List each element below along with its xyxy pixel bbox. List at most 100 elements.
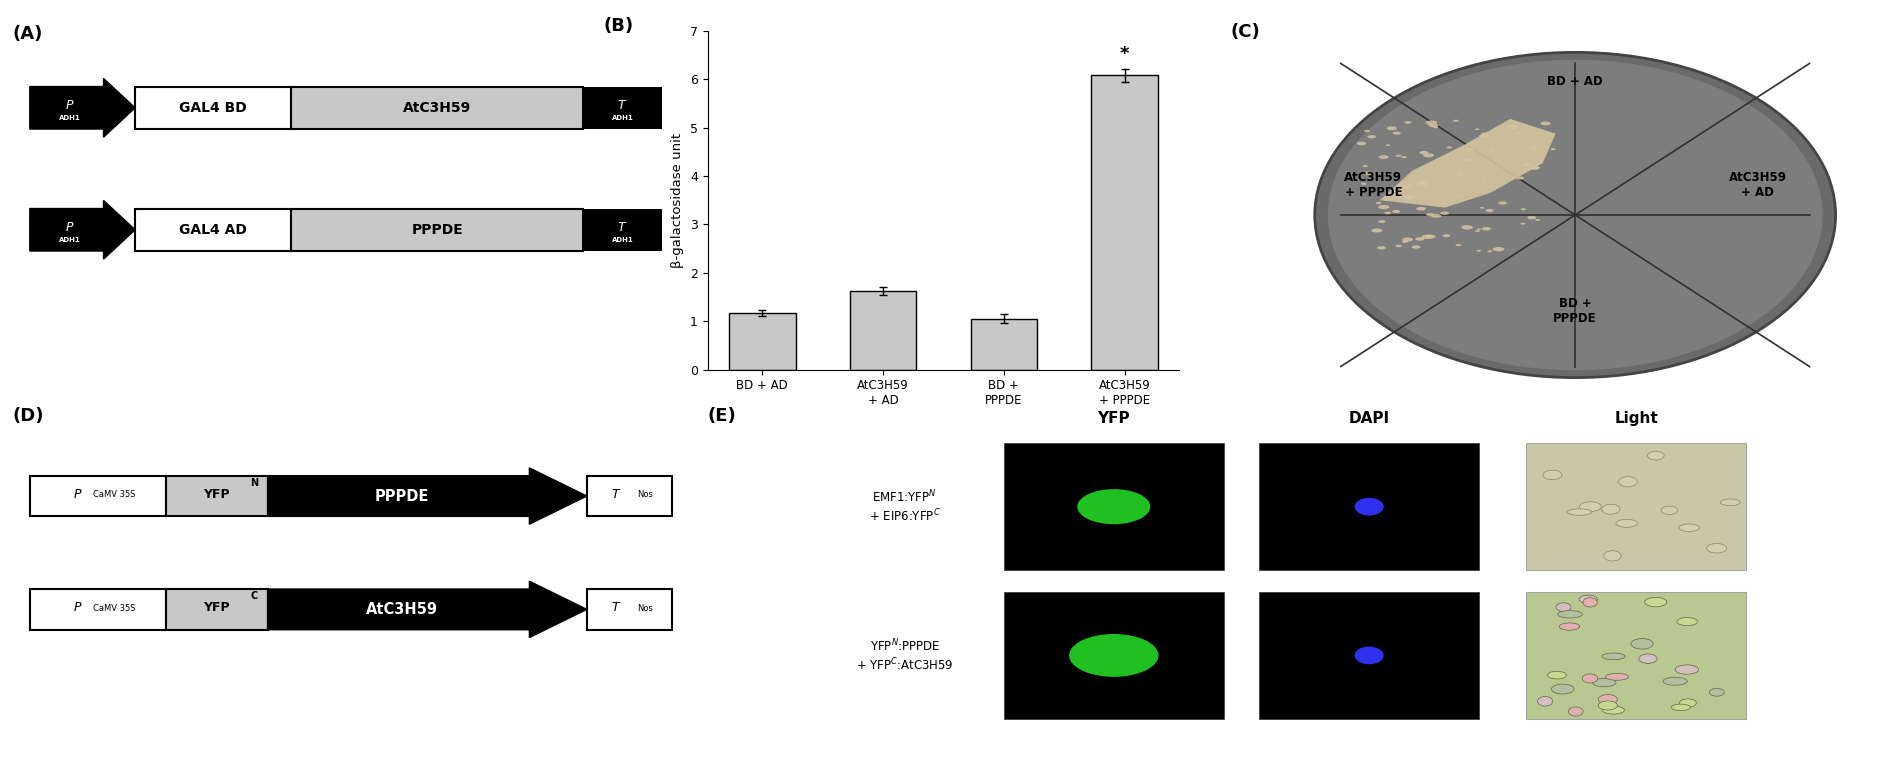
Ellipse shape	[1479, 134, 1489, 138]
Ellipse shape	[1679, 699, 1696, 707]
Ellipse shape	[1421, 235, 1432, 239]
Ellipse shape	[1402, 156, 1408, 159]
Ellipse shape	[1379, 156, 1389, 159]
Ellipse shape	[1364, 130, 1370, 132]
Ellipse shape	[1547, 671, 1566, 679]
Ellipse shape	[1568, 707, 1583, 716]
Text: $\mathit{P}$: $\mathit{P}$	[64, 222, 75, 234]
Ellipse shape	[1415, 237, 1425, 241]
Ellipse shape	[1368, 135, 1376, 139]
Text: DAPI: DAPI	[1349, 411, 1389, 426]
Text: GAL4 AD: GAL4 AD	[179, 223, 247, 236]
Ellipse shape	[1387, 126, 1396, 130]
Text: $\mathit{T}$: $\mathit{T}$	[611, 487, 623, 501]
Ellipse shape	[1536, 219, 1540, 221]
Ellipse shape	[1523, 163, 1530, 166]
Ellipse shape	[1485, 209, 1495, 212]
Text: $\mathit{P}$: $\mathit{P}$	[72, 601, 83, 614]
Ellipse shape	[1515, 132, 1521, 134]
Ellipse shape	[1706, 544, 1727, 553]
Ellipse shape	[1459, 172, 1462, 174]
Ellipse shape	[1425, 235, 1436, 239]
Ellipse shape	[1070, 634, 1159, 677]
Ellipse shape	[1527, 216, 1536, 219]
Ellipse shape	[1583, 598, 1596, 607]
Ellipse shape	[1521, 223, 1525, 225]
Bar	[166, 476, 268, 517]
Text: PPPDE: PPPDE	[411, 223, 464, 236]
Ellipse shape	[1530, 166, 1540, 170]
Ellipse shape	[1672, 704, 1691, 711]
Ellipse shape	[1602, 504, 1619, 514]
Ellipse shape	[1404, 121, 1411, 124]
Text: ADH1: ADH1	[611, 236, 634, 243]
Ellipse shape	[1721, 499, 1740, 506]
Ellipse shape	[1357, 142, 1366, 146]
Ellipse shape	[1476, 230, 1479, 232]
Ellipse shape	[1710, 688, 1725, 696]
Ellipse shape	[1678, 618, 1698, 625]
Bar	[291, 86, 583, 129]
Ellipse shape	[1328, 60, 1823, 370]
Bar	[1259, 443, 1479, 571]
Bar	[136, 209, 291, 251]
Ellipse shape	[1428, 124, 1438, 127]
Ellipse shape	[1455, 244, 1462, 246]
Bar	[1091, 75, 1159, 370]
Ellipse shape	[1411, 246, 1421, 249]
Ellipse shape	[1604, 551, 1621, 561]
Ellipse shape	[1519, 136, 1523, 138]
Text: $\mathit{T}$: $\mathit{T}$	[611, 601, 623, 614]
Ellipse shape	[1602, 653, 1625, 660]
Text: (B): (B)	[604, 17, 634, 35]
Bar	[30, 476, 166, 517]
Bar	[1259, 591, 1479, 719]
Bar	[1527, 443, 1745, 571]
Bar	[136, 86, 291, 129]
Ellipse shape	[1394, 155, 1402, 157]
Ellipse shape	[1447, 146, 1453, 149]
Polygon shape	[268, 468, 587, 524]
Ellipse shape	[1406, 185, 1413, 187]
Ellipse shape	[1551, 148, 1555, 150]
Ellipse shape	[1378, 220, 1385, 223]
Ellipse shape	[1479, 207, 1485, 209]
Ellipse shape	[1372, 229, 1383, 233]
Ellipse shape	[1645, 598, 1666, 607]
Text: (C): (C)	[1230, 23, 1261, 41]
Ellipse shape	[1579, 595, 1598, 604]
Ellipse shape	[1417, 182, 1427, 186]
Bar	[849, 291, 917, 370]
Ellipse shape	[1355, 647, 1383, 665]
Ellipse shape	[1461, 225, 1474, 229]
Bar	[166, 589, 268, 630]
Text: ADH1: ADH1	[611, 115, 634, 121]
Ellipse shape	[1638, 654, 1657, 664]
Ellipse shape	[1557, 603, 1572, 611]
Bar	[587, 589, 672, 630]
Ellipse shape	[1430, 214, 1442, 218]
Ellipse shape	[1419, 151, 1428, 154]
Text: Nos: Nos	[636, 490, 653, 500]
Ellipse shape	[1676, 665, 1698, 675]
Bar	[30, 589, 166, 630]
Text: (E): (E)	[708, 407, 736, 426]
Ellipse shape	[1566, 509, 1593, 515]
Ellipse shape	[1362, 165, 1368, 167]
Ellipse shape	[1393, 210, 1400, 213]
Ellipse shape	[1478, 229, 1481, 230]
Polygon shape	[30, 79, 136, 137]
Ellipse shape	[1593, 678, 1615, 687]
Text: *: *	[1121, 45, 1130, 63]
Y-axis label: β-galactosidase unit: β-galactosidase unit	[672, 132, 685, 268]
Ellipse shape	[1453, 119, 1459, 122]
Ellipse shape	[1540, 122, 1551, 126]
Text: ADH1: ADH1	[58, 116, 81, 121]
Ellipse shape	[1077, 489, 1151, 524]
Text: $\mathit{T}$: $\mathit{T}$	[617, 99, 628, 112]
Ellipse shape	[1417, 207, 1427, 210]
Ellipse shape	[1532, 166, 1540, 169]
Ellipse shape	[1440, 212, 1449, 215]
Bar	[1004, 591, 1225, 719]
Ellipse shape	[1598, 701, 1617, 710]
